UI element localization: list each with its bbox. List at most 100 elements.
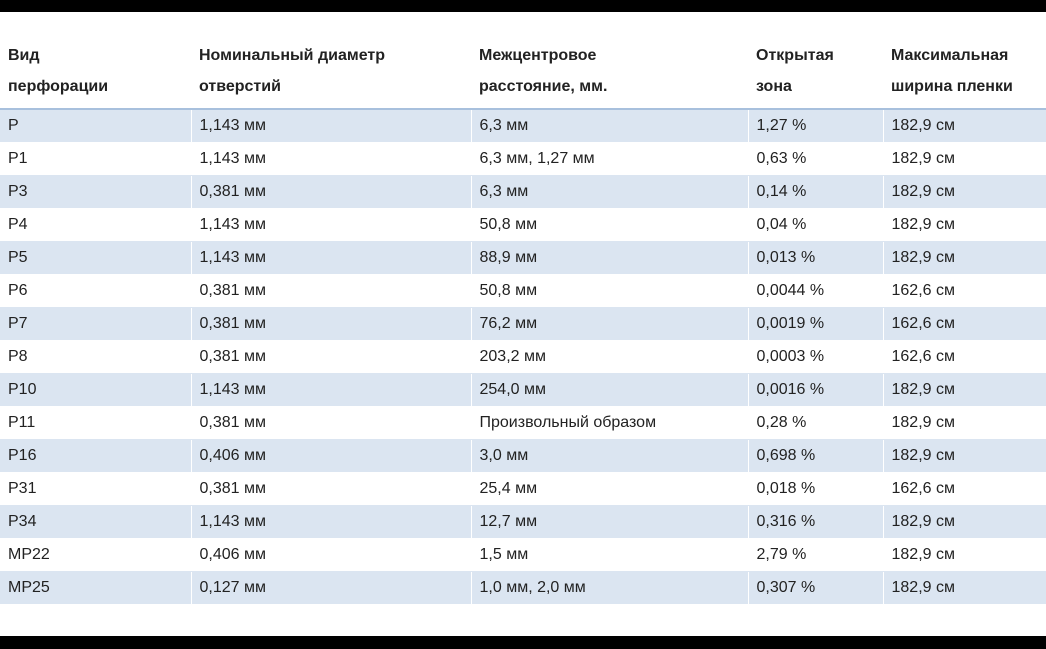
cell-open-area: 0,698 % (748, 439, 884, 473)
cell-open-area: 2,79 % (748, 538, 884, 572)
cell-center-distance: 254,0 мм (471, 373, 749, 407)
cell-max-film-width: 162,6 см (883, 307, 1046, 341)
header-line: отверстий (199, 78, 281, 95)
table-row: MP22 0,406 мм 1,5 мм 2,79 % 182,9 см (0, 538, 1046, 572)
cell-center-distance: Произвольный образом (471, 406, 749, 440)
table-row: P3 0,381 мм 6,3 мм 0,14 % 182,9 см (0, 175, 1046, 209)
cell-open-area: 0,28 % (748, 406, 884, 440)
cell-max-film-width: 162,6 см (883, 472, 1046, 506)
cell-hole-diameter: 1,143 мм (191, 109, 472, 143)
cell-center-distance: 12,7 мм (471, 505, 749, 539)
cell-perforation-type: P1 (0, 142, 192, 176)
cell-hole-diameter: 0,381 мм (191, 406, 472, 440)
cell-perforation-type: P7 (0, 307, 192, 341)
table-row: MP25 0,127 мм 1,0 мм, 2,0 мм 0,307 % 182,9 с… (0, 571, 1046, 605)
table-row: P11 0,381 мм Произвольный образом 0,28 % 182… (0, 406, 1046, 440)
cell-center-distance: 25,4 мм (471, 472, 749, 506)
cell-perforation-type: P34 (0, 505, 192, 539)
cell-hole-diameter: 0,381 мм (191, 307, 472, 341)
cell-max-film-width: 182,9 см (883, 439, 1046, 473)
cell-open-area: 0,018 % (748, 472, 884, 506)
cell-perforation-type: MP22 (0, 538, 192, 572)
cell-hole-diameter: 0,381 мм (191, 472, 472, 506)
header-line: ширина пленки (891, 78, 1013, 95)
cell-center-distance: 1,5 мм (471, 538, 749, 572)
cell-center-distance: 6,3 мм (471, 175, 749, 209)
header-center-distance: Межцентровое расстояние, мм. (471, 40, 748, 110)
cell-center-distance: 50,8 мм (471, 274, 749, 308)
cell-hole-diameter: 0,406 мм (191, 439, 472, 473)
cell-open-area: 0,0019 % (748, 307, 884, 341)
cell-perforation-type: MP25 (0, 571, 192, 605)
header-open-area: Открытая зона (748, 40, 883, 110)
cell-perforation-type: P5 (0, 241, 192, 275)
cell-max-film-width: 182,9 см (883, 175, 1046, 209)
cell-perforation-type: P16 (0, 439, 192, 473)
cell-max-film-width: 182,9 см (883, 505, 1046, 539)
table-row: P4 1,143 мм 50,8 мм 0,04 % 182,9 см (0, 208, 1046, 242)
cell-perforation-type: P10 (0, 373, 192, 407)
cell-hole-diameter: 0,127 мм (191, 571, 472, 605)
cell-open-area: 0,0003 % (748, 340, 884, 374)
cell-hole-diameter: 1,143 мм (191, 373, 472, 407)
cell-open-area: 0,0044 % (748, 274, 884, 308)
table-header-row: Вид перфорации Номинальный диаметр отвер… (0, 40, 1046, 110)
cell-perforation-type: P6 (0, 274, 192, 308)
header-hole-diameter: Номинальный диаметр отверстий (191, 40, 471, 110)
cell-max-film-width: 162,6 см (883, 340, 1046, 374)
cell-perforation-type: P31 (0, 472, 192, 506)
cell-perforation-type: P11 (0, 406, 192, 440)
table-row: P5 1,143 мм 88,9 мм 0,013 % 182,9 см (0, 241, 1046, 275)
cell-perforation-type: P4 (0, 208, 192, 242)
cell-center-distance: 6,3 мм (471, 109, 749, 143)
cell-center-distance: 88,9 мм (471, 241, 749, 275)
table-row: P16 0,406 мм 3,0 мм 0,698 % 182,9 см (0, 439, 1046, 473)
table-row: P31 0,381 мм 25,4 мм 0,018 % 162,6 см (0, 472, 1046, 506)
table-row: P7 0,381 мм 76,2 мм 0,0019 % 162,6 см (0, 307, 1046, 341)
table-row: P 1,143 мм 6,3 мм 1,27 % 182,9 см (0, 109, 1046, 143)
perforation-table: Вид перфорации Номинальный диаметр отвер… (0, 40, 1046, 605)
header-line: Открытая (756, 47, 834, 64)
cell-hole-diameter: 0,381 мм (191, 340, 472, 374)
header-line: Номинальный диаметр (199, 47, 385, 64)
header-line: Вид (8, 47, 40, 64)
cell-max-film-width: 182,9 см (883, 208, 1046, 242)
table-row: P6 0,381 мм 50,8 мм 0,0044 % 162,6 см (0, 274, 1046, 308)
cell-open-area: 0,307 % (748, 571, 884, 605)
cell-open-area: 0,316 % (748, 505, 884, 539)
header-perforation-type: Вид перфорации (0, 40, 191, 110)
cell-perforation-type: P8 (0, 340, 192, 374)
header-line: перфорации (8, 78, 109, 95)
cell-max-film-width: 162,6 см (883, 274, 1046, 308)
cell-center-distance: 3,0 мм (471, 439, 749, 473)
cell-open-area: 0,013 % (748, 241, 884, 275)
cell-open-area: 1,27 % (748, 109, 884, 143)
cell-center-distance: 1,0 мм, 2,0 мм (471, 571, 749, 605)
header-max-film-width: Максимальная ширина пленки (883, 40, 1046, 110)
header-line: Максимальная (891, 47, 1009, 64)
cell-max-film-width: 182,9 см (883, 538, 1046, 572)
cell-hole-diameter: 0,406 мм (191, 538, 472, 572)
cell-center-distance: 76,2 мм (471, 307, 749, 341)
cell-max-film-width: 182,9 см (883, 109, 1046, 143)
cell-max-film-width: 182,9 см (883, 241, 1046, 275)
cell-open-area: 0,04 % (748, 208, 884, 242)
cell-center-distance: 6,3 мм, 1,27 мм (471, 142, 749, 176)
cell-max-film-width: 182,9 см (883, 406, 1046, 440)
cell-center-distance: 50,8 мм (471, 208, 749, 242)
cell-center-distance: 203,2 мм (471, 340, 749, 374)
cell-hole-diameter: 0,381 мм (191, 175, 472, 209)
cell-hole-diameter: 1,143 мм (191, 241, 472, 275)
cell-open-area: 0,14 % (748, 175, 884, 209)
cell-perforation-type: P (0, 109, 192, 143)
table-body: P 1,143 мм 6,3 мм 1,27 % 182,9 см P1 1,143 мм 6… (0, 109, 1046, 605)
cell-open-area: 0,0016 % (748, 373, 884, 407)
cell-hole-diameter: 1,143 мм (191, 208, 472, 242)
table-row: P8 0,381 мм 203,2 мм 0,0003 % 162,6 см (0, 340, 1046, 374)
document-page: Вид перфорации Номинальный диаметр отвер… (0, 12, 1046, 636)
table-row: P1 1,143 мм 6,3 мм, 1,27 мм 0,63 % 182,9 см (0, 142, 1046, 176)
cell-hole-diameter: 0,381 мм (191, 274, 472, 308)
header-line: расстояние, мм. (479, 78, 608, 95)
header-line: Межцентровое (479, 47, 597, 64)
table-row: P34 1,143 мм 12,7 мм 0,316 % 182,9 см (0, 505, 1046, 539)
